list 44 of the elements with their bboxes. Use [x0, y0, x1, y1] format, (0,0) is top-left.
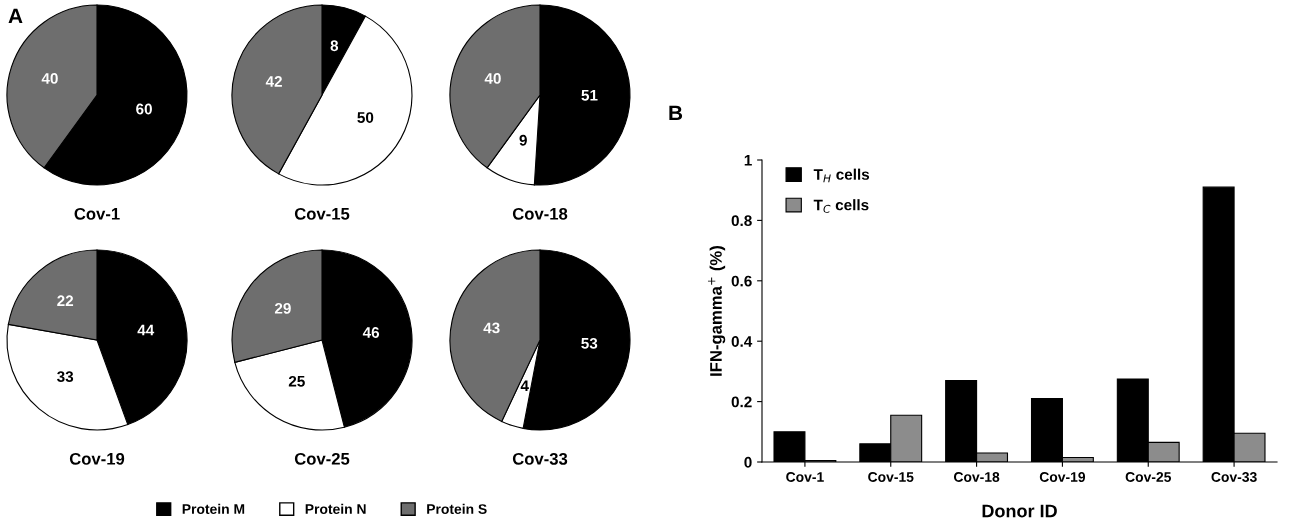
- data-label: 25: [288, 375, 305, 387]
- y-axis-title: IFN-gamma$^{+}$ (%): [707, 246, 726, 376]
- data-label: 22: [57, 295, 74, 307]
- x-tick-label: Cov-19: [1039, 472, 1086, 482]
- y-tick-label: 0.6: [731, 275, 752, 287]
- data-label: 40: [484, 72, 501, 84]
- legend-label: Protein S: [427, 503, 487, 514]
- legend-label: T$_{C}$ cells: [813, 199, 869, 213]
- x-tick-label: Cov-25: [1125, 472, 1172, 482]
- text: A: [8, 8, 23, 24]
- data-label: 51: [581, 89, 598, 101]
- text: Cov-19: [69, 452, 125, 465]
- data-label: 4: [520, 380, 529, 392]
- data-label: 9: [519, 134, 527, 146]
- x-tick-label: Cov-33: [1211, 472, 1257, 482]
- data-label: 50: [357, 112, 374, 123]
- x-tick-label: Cov-1: [786, 472, 824, 482]
- data-label: 53: [581, 337, 598, 349]
- text: Cov-15: [294, 207, 350, 220]
- x-tick-label: Cov-18: [954, 472, 1000, 482]
- text: Cov-18: [512, 207, 568, 220]
- data-label: 46: [362, 327, 380, 338]
- y-tick-label: 1: [744, 155, 752, 166]
- y-tick-label: 0: [744, 456, 752, 468]
- text: Cov-33: [512, 452, 568, 465]
- x-tick-label: Cov-15: [868, 472, 914, 482]
- text: Cov-1: [74, 207, 120, 220]
- data-label: 42: [265, 75, 282, 87]
- data-label: 40: [41, 72, 58, 84]
- data-label: 8: [330, 40, 339, 52]
- data-label: 43: [483, 322, 500, 334]
- y-tick-label: 0.4: [731, 336, 753, 347]
- data-label: 44: [137, 324, 155, 336]
- legend-label: Protein N: [305, 503, 366, 514]
- y-tick-label: 0.2: [731, 396, 752, 408]
- data-label: 60: [136, 103, 152, 115]
- legend-label: T$_{H}$ cells: [813, 168, 870, 183]
- data-label: 33: [57, 371, 74, 383]
- legend-label: Protein M: [182, 503, 245, 514]
- y-tick-label: 0.8: [731, 215, 752, 227]
- text: Cov-25: [294, 452, 350, 465]
- text: B: [669, 105, 683, 121]
- x-axis-title: Donor ID: [982, 504, 1057, 518]
- data-label: 29: [274, 302, 291, 314]
